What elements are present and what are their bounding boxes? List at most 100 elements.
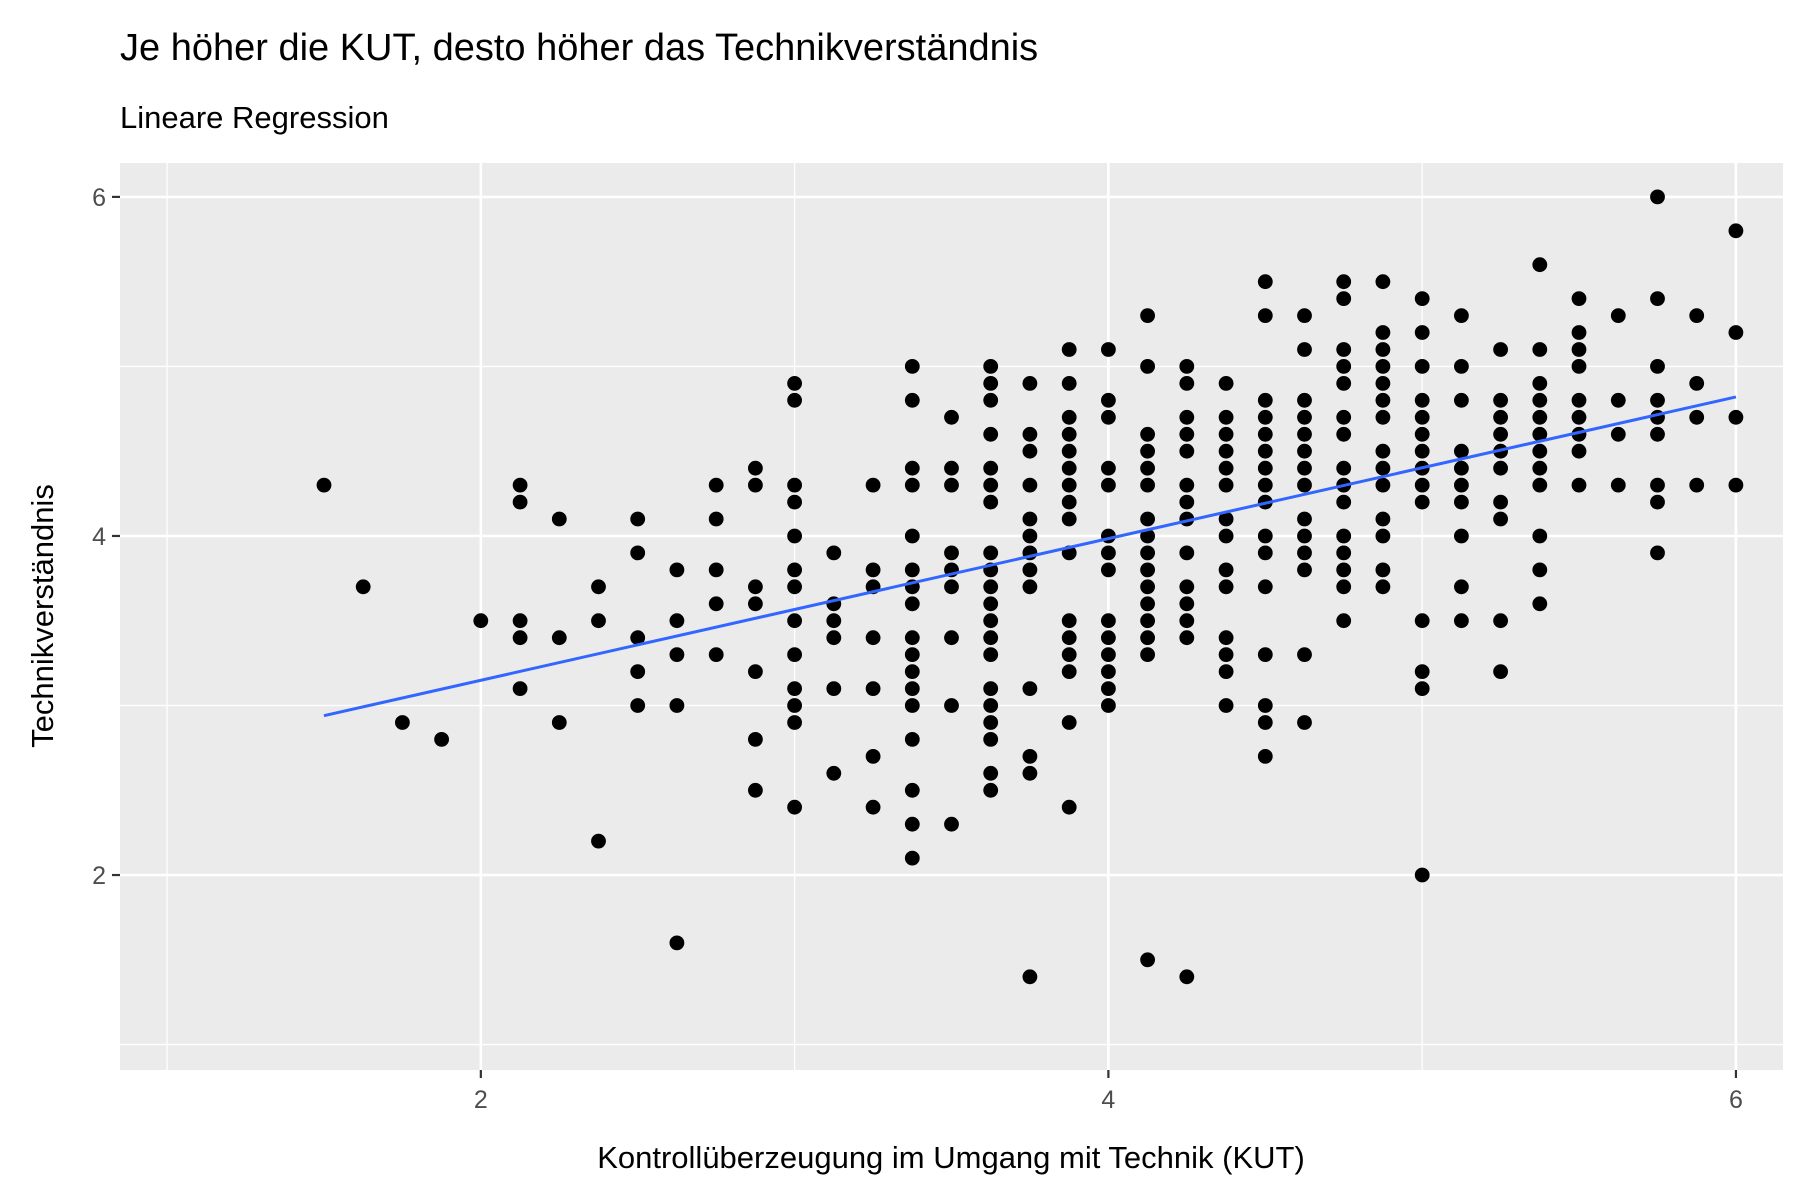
data-point [787,392,802,408]
data-point [904,460,920,476]
data-point [1650,291,1665,306]
data-point [865,749,881,764]
data-point [1218,477,1234,493]
data-point [1179,630,1195,646]
chart-title: Je höher die KUT, desto höher das Techni… [120,27,1038,69]
data-point [865,562,881,578]
data-point [669,613,685,629]
data-point [748,579,763,595]
data-point [669,935,685,951]
data-point [1336,359,1352,374]
data-point [512,494,528,510]
data-point [787,494,802,510]
data-point [1375,460,1391,476]
data-point [669,562,685,578]
chart-subtitle: Lineare Regression [120,100,389,135]
x-tick-label: 4 [1101,1086,1115,1114]
data-point [1297,443,1312,459]
data-point [1218,426,1234,442]
data-point [748,664,763,679]
data-point [1297,460,1312,476]
data-point [669,647,685,662]
data-point [1689,308,1705,323]
data-point [1414,477,1430,493]
data-point [1336,426,1352,442]
data-point [1610,308,1626,323]
data-point [826,765,842,781]
data-point [1297,562,1312,578]
data-point [1728,325,1744,340]
data-point [1336,562,1352,578]
data-point [1179,359,1195,374]
data-point [1375,409,1391,425]
data-point [1140,443,1155,459]
data-point [983,460,999,476]
data-point [1610,426,1626,442]
data-point [1218,409,1234,425]
data-point [1414,613,1430,629]
data-point [1610,392,1626,408]
data-point [787,477,802,493]
data-point [1375,511,1391,527]
data-point [1022,528,1038,544]
data-point [1218,443,1234,459]
data-point [1179,477,1195,493]
data-point [904,681,920,696]
data-point [904,782,920,798]
data-point [1336,409,1352,425]
y-tick-label: 2 [92,862,106,890]
data-point [1610,477,1626,493]
data-point [1297,308,1312,323]
data-point [787,647,802,662]
data-point [1218,647,1234,662]
data-point [1336,376,1352,391]
data-point [512,613,528,629]
data-point [1140,545,1155,561]
data-point [1532,426,1548,442]
data-point [944,698,959,713]
data-point [1454,494,1469,510]
data-point [1257,477,1273,493]
data-point [1140,596,1155,612]
data-point [512,630,528,646]
data-point [1101,664,1116,679]
data-point [630,630,646,646]
data-point [1061,647,1077,662]
data-point [1454,477,1469,493]
data-point [904,596,920,612]
data-point [904,732,920,747]
data-point [1297,477,1312,493]
data-point [591,579,606,595]
data-point [1218,630,1234,646]
data-point [1140,647,1155,662]
data-point [1297,647,1312,662]
data-point [1218,698,1234,713]
data-point [983,681,999,696]
data-point [904,392,920,408]
data-point [1532,257,1548,273]
data-point [591,613,606,629]
data-point [1140,308,1155,323]
data-point [865,799,881,815]
data-point [708,647,724,662]
data-point [1140,460,1155,476]
data-point [1140,528,1155,544]
data-point [1022,765,1038,781]
data-point [1179,579,1195,595]
x-tick-label: 2 [474,1086,488,1114]
data-point [708,511,724,527]
data-point [904,630,920,646]
data-point [944,816,959,832]
data-point [1571,359,1587,374]
data-point [787,579,802,595]
data-point [1532,596,1548,612]
data-point [1728,223,1744,239]
data-point [1571,291,1587,306]
data-point [1061,376,1077,391]
data-point [1022,681,1038,696]
data-point [1218,562,1234,578]
data-point [1257,749,1273,764]
data-point [1140,952,1155,968]
regression-line [323,395,1737,718]
data-point [1297,342,1312,357]
